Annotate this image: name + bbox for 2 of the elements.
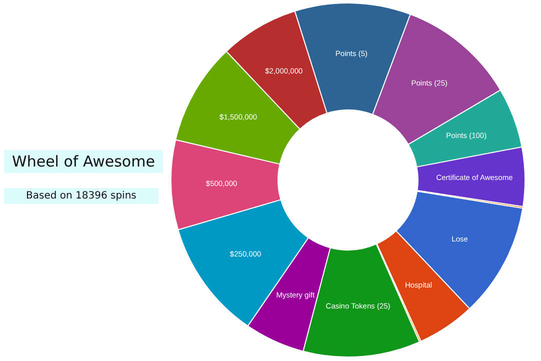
text: Wheel of Awesome (12, 152, 155, 170)
text: Based on 18396 spins (26, 190, 136, 202)
